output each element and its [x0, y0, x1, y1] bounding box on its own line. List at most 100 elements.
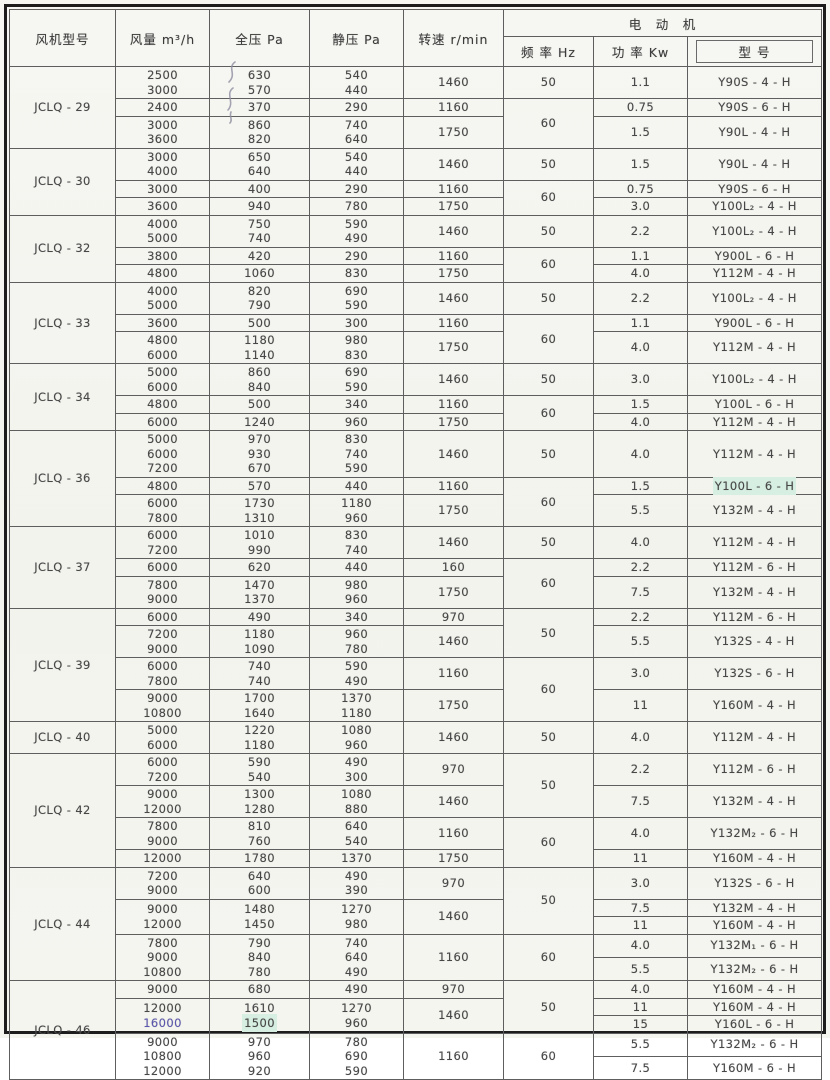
static-pressure-cell: 290	[309, 246, 404, 265]
frequency-cell: 50	[503, 980, 594, 1034]
power-cell: 0.75	[593, 179, 688, 198]
speed-cell: 1160	[403, 817, 504, 850]
air-volume-cell: 2400	[115, 98, 210, 117]
frequency-cell: 60	[503, 933, 594, 981]
table-row: 7800 9000 810 760 640 540 1160 60 4.0 Y132M₂ - 6 …	[10, 817, 823, 868]
table-row: 9000 10800 1700 1640 1370 1180 1750 11 Y160M - 4…	[10, 689, 823, 722]
air-volume-cell: 3000 4000	[115, 147, 210, 181]
motor-model-cell: Y132S - 4 - H	[686, 625, 823, 658]
power-cell: 5.5	[593, 1032, 688, 1057]
table-row: JCLQ - 37 6000 7200 1010 990 830 740 1460 50 4.0 Y…	[9, 526, 823, 609]
motor-model-cell: Y112M - 6 - H	[686, 558, 823, 577]
power-cell: 1.1	[593, 313, 688, 332]
fan-model-cell: JCLQ - 42	[9, 753, 116, 868]
motor-model-cell: Y100L₂ - 4 - H	[686, 214, 823, 248]
static-pressure-cell: 740 640	[309, 115, 404, 149]
motor-model-cell: Y100L₂ - 4 - H	[686, 363, 823, 396]
total-pressure-cell: 1060	[209, 264, 310, 283]
motor-model-cell: Y132M₂ - 6 - H	[686, 817, 823, 850]
table-row: JCLQ - 42 6000 7200 590 540 490 300 970 50 2.2 Y11…	[9, 753, 823, 868]
power-cell: 2.2	[593, 558, 688, 577]
table-row: JCLQ - 46 9000 680 490 970 50 4.0 Y160M - 4 - H	[9, 980, 823, 1080]
power-cell: 7.5	[593, 1055, 688, 1080]
static-pressure-cell: 690 590	[309, 363, 404, 396]
power-cell: 4.0	[593, 264, 688, 283]
air-volume-cell: 7200 9000	[115, 866, 210, 900]
speed-cell: 1460	[403, 281, 504, 315]
static-pressure-cell: 440	[309, 558, 404, 577]
air-volume-cell: 9000 12000	[115, 898, 210, 935]
table-row: 3800 420 290 1160 60 1.1 Y900L - 6 - H	[10, 246, 823, 283]
speed-cell: 1460	[403, 898, 504, 935]
table-row: 6000 1240 960 1750 4.0 Y112M - 4 - H	[10, 412, 823, 431]
col-header-frequency: 频 率 Hz	[503, 36, 594, 67]
static-pressure-cell: 440	[309, 476, 404, 495]
speed-cell: 1460	[403, 363, 504, 396]
air-volume-cell: 6000	[115, 412, 210, 431]
air-volume-cell: 7800 9000	[115, 575, 210, 609]
power-cell: 3.0	[593, 363, 688, 396]
speed-cell: 1750	[403, 331, 504, 364]
air-volume-cell: 5000 6000 7200	[115, 430, 210, 478]
col-header-motor-group: 电 动 机	[502, 9, 823, 37]
static-pressure-cell: 590 490	[309, 657, 404, 690]
table-row: 2400 370 290 1160 60 0.75 Y90S - 6 - H	[10, 98, 823, 149]
table-row: 12000 1780 1370 1750 11 Y160M - 4 - H	[10, 849, 823, 868]
fan-model-cell: JCLQ - 44	[9, 866, 116, 981]
static-pressure-cell: 830 740 590	[309, 430, 404, 478]
header-row-2: 频 率 Hz 功 率 Kw 型 号	[10, 36, 823, 67]
power-cell: 1.1	[593, 66, 688, 99]
table-row: 11 Y160M - 4 - H	[10, 916, 823, 935]
air-volume-cell: 6000 7200	[115, 753, 210, 786]
frequency-cell: 50	[503, 147, 594, 181]
power-cell: 4.0	[593, 331, 688, 364]
frequency-cell: 60	[503, 817, 594, 868]
frequency-cell: 60	[503, 179, 594, 216]
frequency-cell: 60	[503, 98, 594, 149]
table-row: JCLQ - 36 5000 6000 7200 970 930 670 830 740 590 1…	[9, 430, 823, 527]
table-row: 3600 940 780 1750 3.0 Y100L₂ - 4 - H	[10, 197, 823, 216]
air-volume-cell: 9000 12000	[115, 785, 210, 818]
table-row: 4800 500 340 1160 60 1.5 Y100L - 6 - H	[10, 395, 823, 431]
power-cell: 4.0	[593, 817, 688, 850]
static-pressure-cell: 290	[309, 179, 404, 198]
static-pressure-cell: 960 780	[309, 625, 404, 658]
motor-model-cell: Y160M - 4 - H	[686, 980, 823, 999]
static-pressure-cell: 1180 960	[309, 494, 404, 527]
motor-model-cell: Y112M - 6 - H	[686, 753, 823, 786]
power-cell: 7.5	[593, 898, 688, 917]
speed-cell: 1460	[403, 66, 504, 99]
page-frame: 风机型号 风量 m³/h 全压 Pa 静压 Pa 转速 r/min 电 动 机 …	[4, 4, 826, 1080]
speed-cell: 1750	[403, 197, 504, 216]
speed-cell: 1160	[403, 98, 504, 117]
motor-model-cell: Y160M - 4 - H	[686, 997, 823, 1016]
table-row: JCLQ - 30 3000 4000 650 640 540 440 1460 50 1.5 Y9…	[9, 147, 823, 216]
static-pressure-cell: 490 300	[309, 753, 404, 786]
static-pressure-cell: 540 440	[309, 66, 404, 99]
motor-model-cell: Y160M - 4 - H	[686, 689, 823, 722]
table-row: 3600 500 300 1160 60 1.1 Y900L - 6 - H	[10, 313, 823, 364]
frequency-cell: 50	[503, 363, 594, 396]
speed-cell: 970	[403, 980, 504, 999]
air-volume-cell: 7200 9000	[115, 625, 210, 658]
air-volume-cell: 2500 3000	[115, 66, 210, 99]
motor-model-cell: Y132M - 4 - H	[686, 494, 823, 527]
total-pressure-cell: 370	[209, 98, 310, 117]
speed-cell: 1160	[403, 395, 504, 414]
total-pressure-cell: 1700 1640	[209, 689, 310, 722]
table-row: 4800 6000 1180 1140 980 830 1750 4.0 Y112M - 4 -…	[10, 331, 823, 364]
static-pressure-cell: 490 390	[309, 866, 404, 900]
frequency-cell: 60	[503, 1032, 594, 1080]
table-row: 4800 1060 830 1750 4.0 Y112M - 4 - H	[10, 264, 823, 283]
air-volume-cell: 5000 6000	[115, 721, 210, 754]
air-volume-cell: 3800	[115, 246, 210, 265]
motor-model-cell: Y132M₂ - 6 - H	[686, 956, 823, 982]
total-pressure-cell: 1010 990	[209, 526, 310, 559]
speed-cell: 1750	[403, 689, 504, 722]
total-pressure-cell: 1730 1310	[209, 494, 310, 527]
air-volume-cell: 3000	[115, 179, 210, 198]
speed-cell: 1160	[403, 246, 504, 265]
frequency-cell: 50	[503, 281, 594, 315]
air-volume-cell: 9000 10800 12000	[115, 1032, 210, 1080]
motor-model-cell: Y900L - 6 - H	[686, 313, 823, 332]
